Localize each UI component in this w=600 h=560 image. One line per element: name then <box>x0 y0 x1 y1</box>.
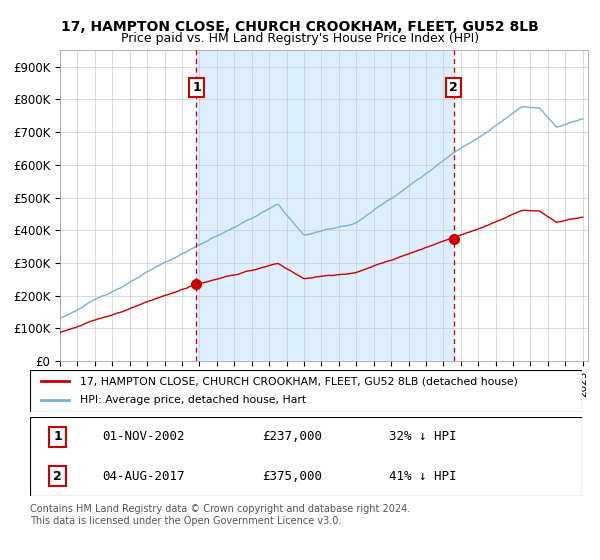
Bar <box>196 50 454 361</box>
Text: HPI: Average price, detached house, Hart: HPI: Average price, detached house, Hart <box>80 395 306 405</box>
FancyBboxPatch shape <box>30 417 582 496</box>
Text: Price paid vs. HM Land Registry's House Price Index (HPI): Price paid vs. HM Land Registry's House … <box>121 32 479 45</box>
Text: 2: 2 <box>449 81 458 94</box>
Text: 04-AUG-2017: 04-AUG-2017 <box>102 469 184 483</box>
FancyBboxPatch shape <box>30 370 582 412</box>
Text: 41% ↓ HPI: 41% ↓ HPI <box>389 469 457 483</box>
Text: Contains HM Land Registry data © Crown copyright and database right 2024.
This d: Contains HM Land Registry data © Crown c… <box>30 504 410 526</box>
Text: 1: 1 <box>53 430 62 444</box>
Text: 32% ↓ HPI: 32% ↓ HPI <box>389 430 457 444</box>
Text: 1: 1 <box>192 81 201 94</box>
Text: 2: 2 <box>53 469 62 483</box>
Text: £237,000: £237,000 <box>262 430 322 444</box>
Text: 17, HAMPTON CLOSE, CHURCH CROOKHAM, FLEET, GU52 8LB: 17, HAMPTON CLOSE, CHURCH CROOKHAM, FLEE… <box>61 20 539 34</box>
Text: 17, HAMPTON CLOSE, CHURCH CROOKHAM, FLEET, GU52 8LB (detached house): 17, HAMPTON CLOSE, CHURCH CROOKHAM, FLEE… <box>80 376 518 386</box>
Text: £375,000: £375,000 <box>262 469 322 483</box>
Text: 01-NOV-2002: 01-NOV-2002 <box>102 430 184 444</box>
